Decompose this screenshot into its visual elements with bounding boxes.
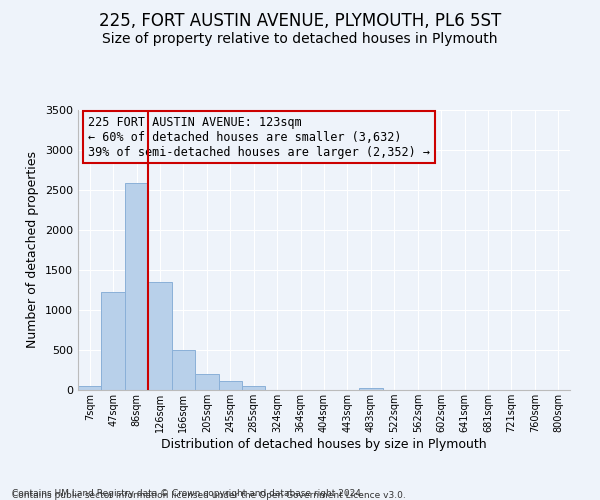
Text: 225 FORT AUSTIN AVENUE: 123sqm
← 60% of detached houses are smaller (3,632)
39% : 225 FORT AUSTIN AVENUE: 123sqm ← 60% of …	[88, 116, 430, 158]
Y-axis label: Number of detached properties: Number of detached properties	[26, 152, 40, 348]
X-axis label: Distribution of detached houses by size in Plymouth: Distribution of detached houses by size …	[161, 438, 487, 451]
Bar	[172, 350, 195, 390]
Text: 225, FORT AUSTIN AVENUE, PLYMOUTH, PL6 5ST: 225, FORT AUSTIN AVENUE, PLYMOUTH, PL6 5…	[99, 12, 501, 30]
Bar	[101, 292, 125, 390]
Bar	[218, 381, 242, 390]
Bar	[125, 183, 148, 390]
Text: Contains HM Land Registry data © Crown copyright and database right 2024.: Contains HM Land Registry data © Crown c…	[12, 488, 364, 498]
Bar	[148, 282, 172, 390]
Bar	[195, 374, 218, 390]
Text: Contains public sector information licensed under the Open Government Licence v3: Contains public sector information licen…	[12, 491, 406, 500]
Bar	[242, 386, 265, 390]
Text: Size of property relative to detached houses in Plymouth: Size of property relative to detached ho…	[102, 32, 498, 46]
Bar	[359, 388, 383, 390]
Bar	[78, 386, 101, 390]
